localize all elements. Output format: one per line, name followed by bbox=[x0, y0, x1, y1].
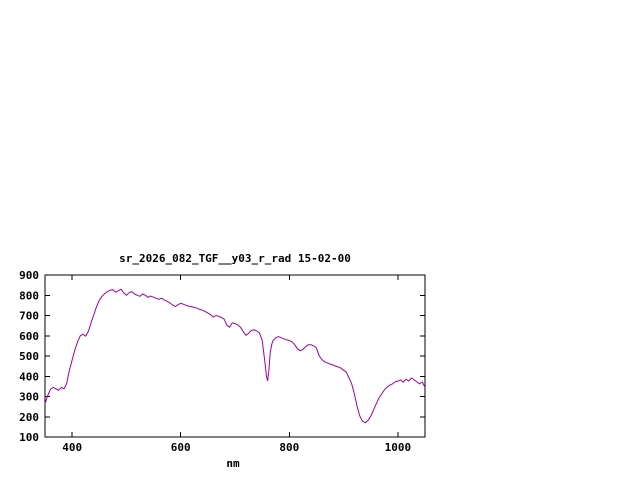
x-axis-label: nm bbox=[226, 457, 240, 470]
chart-title: sr_2026_082_TGF__y03_r_rad 15-02-00 bbox=[119, 252, 351, 265]
y-tick-label: 200 bbox=[19, 411, 39, 424]
y-tick-label: 900 bbox=[19, 269, 39, 282]
y-tick-label: 800 bbox=[19, 289, 39, 302]
x-tick-label: 1000 bbox=[385, 441, 412, 454]
y-tick-label: 100 bbox=[19, 431, 39, 444]
x-tick-label: 400 bbox=[62, 441, 82, 454]
y-tick-label: 600 bbox=[19, 330, 39, 343]
x-tick-label: 800 bbox=[279, 441, 299, 454]
y-tick-label: 500 bbox=[19, 350, 39, 363]
plot-border bbox=[44, 274, 426, 438]
y-tick-label: 400 bbox=[19, 370, 39, 383]
y-tick-label: 700 bbox=[19, 310, 39, 323]
plot-area: 400 600 800 1000 100 200 300 400 500 600 700 800 900 bbox=[19, 269, 426, 454]
x-tick-label: 600 bbox=[171, 441, 191, 454]
series-line bbox=[44, 288, 426, 424]
y-tick-label: 300 bbox=[19, 391, 39, 404]
